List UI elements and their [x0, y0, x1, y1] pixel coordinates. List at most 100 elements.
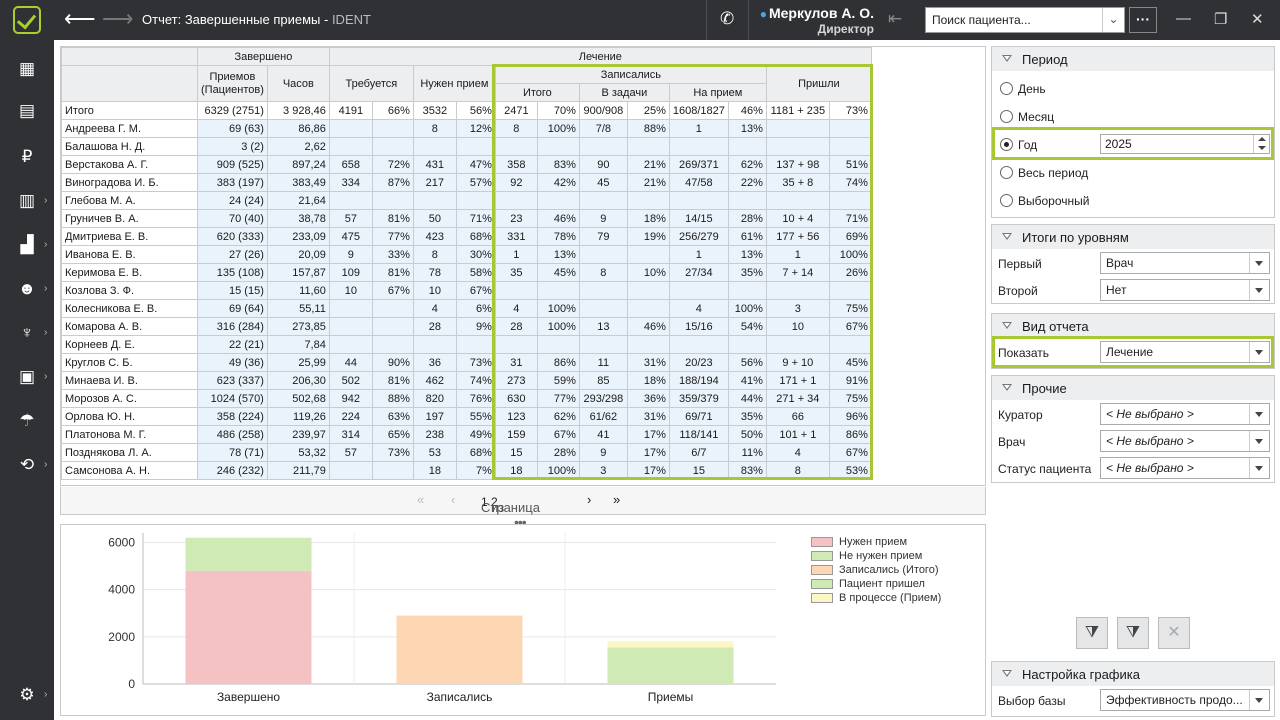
table-cell: 11%: [727, 443, 767, 462]
schedule-check-icon[interactable]: ▤: [18, 101, 36, 120]
gear-icon[interactable]: ⚙: [19, 685, 35, 704]
header-came[interactable]: Пришли: [765, 65, 872, 102]
chevron-right-icon[interactable]: ›: [44, 239, 48, 250]
tooth-icon[interactable]: ♆: [20, 323, 34, 342]
chevron-right-icon[interactable]: ›: [44, 195, 48, 206]
chevron-right-icon[interactable]: ›: [44, 327, 48, 338]
history-back-icon[interactable]: ⇤: [888, 9, 903, 28]
radio-all-period[interactable]: Весь период: [1000, 166, 1088, 180]
chevron-down-icon[interactable]: [1249, 431, 1269, 451]
chevron-right-icon[interactable]: ›: [44, 689, 48, 700]
clear-filter-icon[interactable]: ✕: [1158, 617, 1190, 649]
filter-add-icon[interactable]: ⧩: [1076, 617, 1108, 649]
radio-custom[interactable]: Выборочный: [1000, 194, 1089, 208]
table-row[interactable]: Комарова А. В. 316 (284) 273,85 28 9% 28 100% 1…: [61, 317, 872, 336]
table-row[interactable]: Груничев В. А. 70 (40) 38,78 57 81% 50 71% 23 46…: [61, 209, 872, 228]
calendar-grid-icon[interactable]: ▦: [18, 59, 36, 78]
table-row[interactable]: Виноградова И. Б. 383 (197) 383,49 334 87% 21…: [61, 173, 872, 192]
table-row[interactable]: Минаева И. В. 623 (337) 206,30 502 81% 462 74%…: [61, 371, 872, 390]
view-header[interactable]: Вид отчета: [992, 314, 1274, 338]
user-info[interactable]: ● Меркулов А. О. Директор: [758, 5, 874, 36]
table-row[interactable]: Самсонова А. Н. 246 (232) 211,79 18 7% 18 100%…: [61, 461, 872, 480]
base-select[interactable]: Эффективность продо...: [1100, 689, 1270, 711]
report-table-area[interactable]: Завершено Лечение Приемов (Пациентов) Ча…: [60, 46, 986, 486]
other-header[interactable]: Прочие: [992, 376, 1274, 400]
patient-search-input[interactable]: Поиск пациента... ⌄: [925, 7, 1125, 33]
last-page-icon[interactable]: »: [613, 492, 621, 507]
show-select[interactable]: Лечение: [1100, 341, 1270, 363]
table-cell: [578, 299, 628, 318]
header-visits[interactable]: Приемов (Пациентов): [197, 65, 268, 102]
prev-page-icon[interactable]: ‹: [451, 492, 456, 507]
arrow-right-icon[interactable]: ⟶: [102, 6, 134, 31]
chevron-down-icon[interactable]: ⌄: [1102, 8, 1124, 32]
doctor-name-cell: Керимова Е. В.: [61, 263, 198, 282]
radio-year[interactable]: Год: [1000, 138, 1037, 152]
table-row[interactable]: Колесникова Е. В. 69 (64) 55,11 4 6% 4 100% 4 10…: [61, 299, 872, 318]
table-row[interactable]: Глебова М. А. 24 (24) 21,64: [61, 191, 872, 210]
status-select[interactable]: < Не выбрано >: [1100, 457, 1270, 479]
header-total[interactable]: Итого: [494, 83, 580, 102]
header-required[interactable]: Требуется: [328, 65, 414, 102]
table-cell: 100%: [727, 299, 767, 318]
ruble-cycle-icon[interactable]: ⟲: [19, 455, 35, 474]
header-need-visit[interactable]: Нужен прием: [412, 65, 496, 102]
bar-chart-icon[interactable]: ▟: [20, 235, 34, 254]
chevron-down-icon[interactable]: [1249, 253, 1269, 273]
ellipsis-icon[interactable]: ···: [1129, 7, 1157, 33]
header-appointment[interactable]: На прием: [668, 83, 767, 102]
table-row[interactable]: Балашова Н. Д. 3 (2) 2,62: [61, 137, 872, 156]
year-spinner[interactable]: 2025: [1100, 134, 1270, 154]
chevron-down-icon[interactable]: [1249, 342, 1269, 362]
umbrella-icon[interactable]: ☂: [19, 411, 35, 430]
chevron-down-icon[interactable]: [1249, 404, 1269, 424]
close-icon[interactable]: ✕: [1251, 11, 1264, 28]
table-row[interactable]: Орлова Ю. Н. 358 (224) 119,26 224 63% 197 55% 1…: [61, 407, 872, 426]
header-tasks[interactable]: В задачи: [578, 83, 670, 102]
maximize-icon[interactable]: ❐: [1214, 11, 1228, 28]
first-page-icon[interactable]: «: [417, 492, 425, 507]
table-cell: 61%: [727, 227, 767, 246]
chevron-right-icon[interactable]: ›: [44, 371, 48, 382]
table-row[interactable]: Круглов С. Б. 49 (36) 25,99 44 90% 36 73% 31 86%…: [61, 353, 872, 372]
table-cell: [727, 137, 767, 156]
chevron-down-icon[interactable]: [1249, 280, 1269, 300]
radio-day[interactable]: День: [1000, 82, 1046, 96]
table-row[interactable]: Позднякова Л. А. 78 (71) 53,32 57 73% 53 68% 15…: [61, 443, 872, 462]
period-header[interactable]: Период: [992, 47, 1274, 71]
chevron-down-icon[interactable]: [1249, 458, 1269, 478]
check-logo-icon[interactable]: [13, 6, 41, 34]
people-icon[interactable]: ☻: [18, 279, 36, 298]
levels-header[interactable]: Итоги по уровням: [992, 225, 1274, 249]
second-level-select[interactable]: Нет: [1100, 279, 1270, 301]
table-row[interactable]: Морозов А. С. 1024 (570) 502,68 942 88% 820 76…: [61, 389, 872, 408]
minimize-icon[interactable]: —: [1176, 10, 1191, 27]
building-icon[interactable]: ▥: [18, 191, 36, 210]
spinner-arrows-icon[interactable]: [1253, 135, 1269, 153]
arrow-left-icon[interactable]: ⟵: [64, 6, 96, 31]
curator-select[interactable]: < Не выбрано >: [1100, 403, 1270, 425]
total-row[interactable]: Итого 6329 (2751) 3 928,46 4191 66% 3532 56% 24…: [61, 101, 872, 120]
table-row[interactable]: Андреева Г. М. 69 (63) 86,86 8 12% 8 100% 7/8 88…: [61, 119, 872, 138]
next-page-icon[interactable]: ›: [587, 492, 592, 507]
radio-month[interactable]: Месяц: [1000, 110, 1054, 124]
first-level-select[interactable]: Врач: [1100, 252, 1270, 274]
header-hours[interactable]: Часов: [266, 65, 330, 102]
devices-icon[interactable]: ▣: [18, 367, 36, 386]
chevron-down-icon[interactable]: [1249, 690, 1269, 710]
table-cell: 62%: [727, 155, 767, 174]
table-row[interactable]: Козлова З. Ф. 15 (15) 11,60 10 67% 10 67%: [61, 281, 872, 300]
phone-settings-icon[interactable]: ✆: [720, 9, 735, 28]
table-row[interactable]: Корнеев Д. Е. 22 (21) 7,84: [61, 335, 872, 354]
table-row[interactable]: Платонова М. Г. 486 (258) 239,97 314 65% 238 4…: [61, 425, 872, 444]
chevron-right-icon[interactable]: ›: [44, 283, 48, 294]
doctor-select[interactable]: < Не выбрано >: [1100, 430, 1270, 452]
table-row[interactable]: Керимова Е. В. 135 (108) 157,87 109 81% 78 58%…: [61, 263, 872, 282]
table-row[interactable]: Иванова Е. В. 27 (26) 20,09 9 33% 8 30% 1 13% 1 13…: [61, 245, 872, 264]
ruble-icon[interactable]: ₽: [21, 147, 33, 166]
graph-settings-header[interactable]: Настройка графика: [992, 662, 1274, 686]
filter-remove-icon[interactable]: ⧩: [1117, 617, 1149, 649]
chevron-right-icon[interactable]: ›: [44, 459, 48, 470]
table-row[interactable]: Дмитриева Е. В. 620 (333) 233,09 475 77% 423 6…: [61, 227, 872, 246]
table-row[interactable]: Верстакова А. Г. 909 (525) 897,24 658 72% 431…: [61, 155, 872, 174]
